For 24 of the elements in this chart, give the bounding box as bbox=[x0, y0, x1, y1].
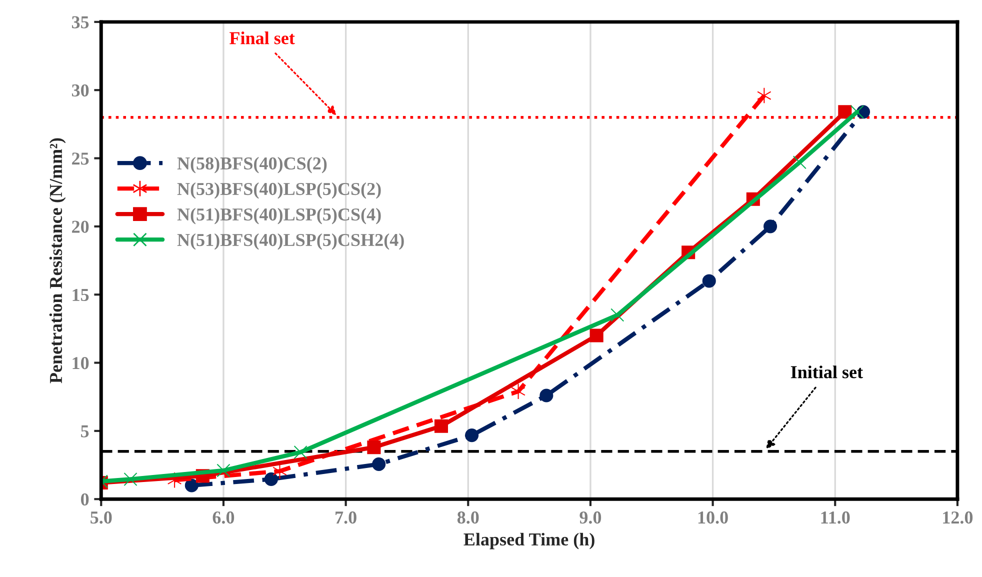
y-tick-label: 15 bbox=[72, 288, 89, 302]
x-axis-title: Elapsed Time (h) bbox=[464, 532, 594, 550]
y-tick-label: 30 bbox=[72, 84, 89, 97]
y-tick-label: 10 bbox=[72, 357, 89, 370]
x-tick-label: 5.0 bbox=[90, 511, 112, 524]
x-tick-label: 11.0 bbox=[821, 511, 850, 524]
y-tick-label: 0 bbox=[81, 493, 89, 506]
x-tick-label: 9.0 bbox=[580, 511, 602, 524]
x-tick-label: 7.0 bbox=[336, 511, 356, 524]
legend-label: N(51)BFS(40)LSP(5)CSH2(4) bbox=[177, 233, 404, 250]
x-tick-label: 6.0 bbox=[212, 511, 234, 524]
legend-label: N(51)BFS(40)LSP(5)CS(4) bbox=[177, 208, 381, 224]
legend-label: N(58)BFS(40)CS(2) bbox=[177, 156, 327, 174]
x-tick-label: 12.0 bbox=[943, 511, 973, 524]
x-tick-label: 8.0 bbox=[457, 511, 479, 524]
annotation: Final set bbox=[230, 32, 295, 44]
y-tick-label: 20 bbox=[72, 220, 89, 233]
y-tick-label: 35 bbox=[72, 16, 89, 28]
x-tick-label: 10.0 bbox=[698, 511, 728, 524]
y-tick-label: 5 bbox=[81, 425, 89, 438]
legend-label: N(53)BFS(40)LSP(5)CS(2) bbox=[177, 182, 381, 199]
y-axis-title: Penetration Resistance (N/mm²) bbox=[49, 138, 66, 384]
y-tick-label: 25 bbox=[72, 152, 89, 165]
annotation: Initial set bbox=[790, 366, 863, 378]
